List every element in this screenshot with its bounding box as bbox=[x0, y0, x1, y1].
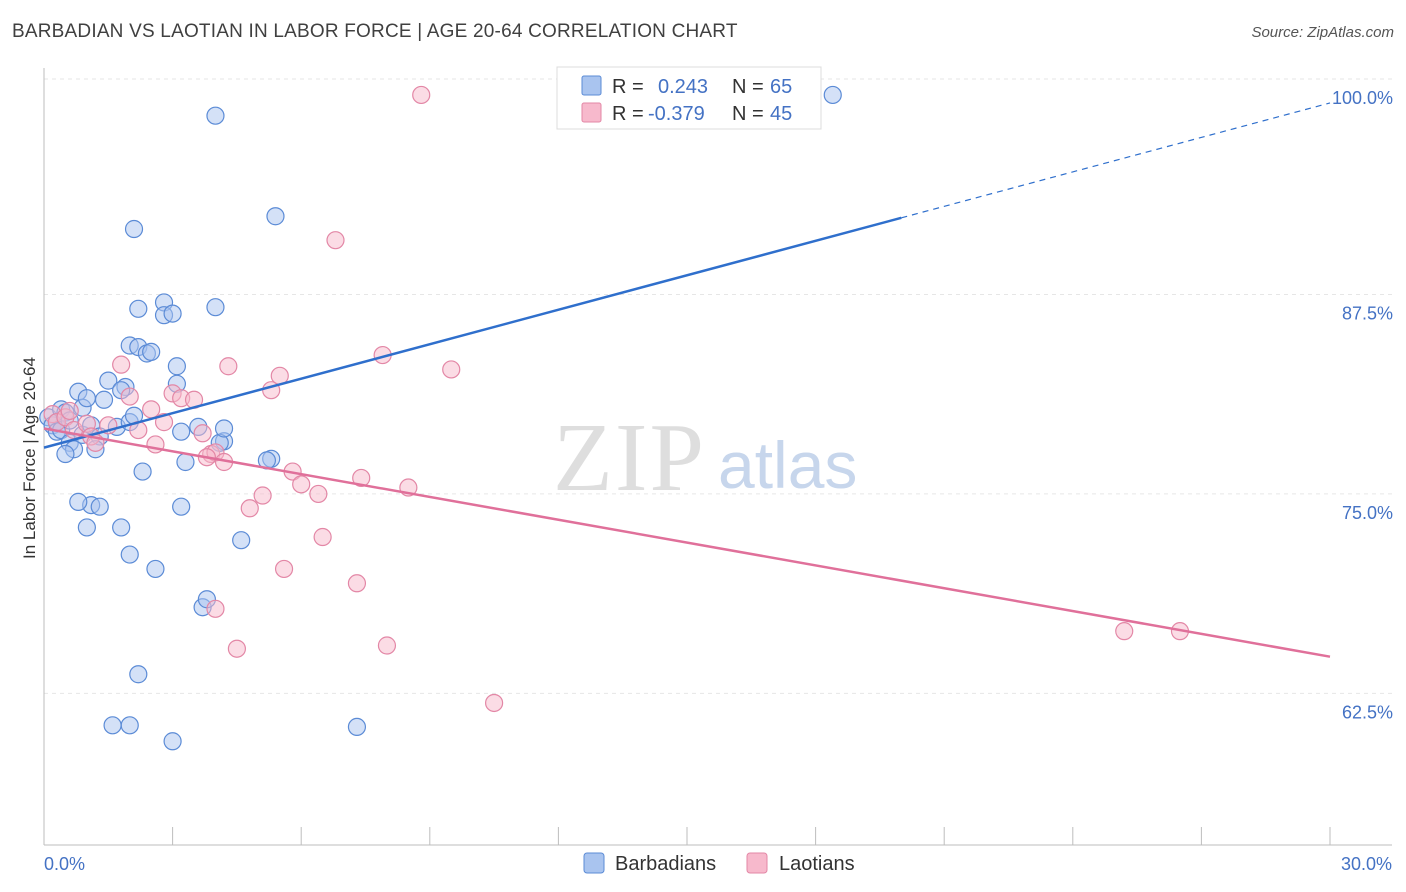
laotian-point-9 bbox=[112, 355, 131, 374]
legend-r-value-barbadians: 0.243 bbox=[658, 76, 708, 98]
legend-bottom-swatch-laotians bbox=[746, 852, 768, 874]
legend-bottom-label-barbadians: Barbadians bbox=[615, 853, 716, 875]
chart-title: BARBADIAN VS LAOTIAN IN LABOR FORCE | AG… bbox=[12, 21, 738, 42]
barbadian-point-23 bbox=[77, 518, 96, 537]
legend-series: Barbadians Laotians bbox=[583, 852, 855, 875]
laotian-point-41 bbox=[412, 85, 431, 105]
barbadian-point-58 bbox=[232, 531, 251, 550]
barbadian-point-21 bbox=[69, 492, 88, 511]
barbadian-point-59 bbox=[266, 207, 285, 226]
x-tick-label-min: 0.0% bbox=[44, 854, 85, 874]
barbadian-point-24 bbox=[112, 518, 131, 537]
legend-r-label-laotians: R = bbox=[612, 103, 644, 125]
laotian-point-32 bbox=[292, 475, 311, 494]
barbadian-point-36 bbox=[129, 299, 148, 318]
y-tick-label-3: 100.0% bbox=[1332, 88, 1393, 108]
barbadian-point-10 bbox=[56, 444, 75, 464]
barbadian-point-13 bbox=[77, 389, 96, 408]
laotian-point-23 bbox=[219, 357, 238, 376]
barbadian-point-22 bbox=[90, 497, 109, 516]
laotian-point-42 bbox=[442, 360, 461, 379]
barbadian-point-34 bbox=[142, 342, 161, 361]
barbadian-point-39 bbox=[163, 304, 182, 323]
series-laotians-points bbox=[43, 85, 1190, 713]
laotian-point-26 bbox=[240, 499, 259, 518]
barbadian-point-54 bbox=[206, 106, 225, 125]
laotian-point-27 bbox=[253, 486, 272, 505]
barbadian-point-49 bbox=[176, 452, 195, 472]
legend-r-value-laotians: -0.379 bbox=[648, 103, 705, 125]
y-tick-label-0: 62.5% bbox=[1342, 702, 1393, 722]
watermark-zip: ZIP bbox=[553, 404, 706, 512]
barbadian-point-32 bbox=[133, 462, 152, 481]
y-tick-label-2: 87.5% bbox=[1342, 303, 1393, 323]
trend-lines bbox=[43, 102, 1331, 658]
laotian-point-10 bbox=[120, 387, 139, 406]
barbadian-point-64 bbox=[823, 85, 842, 105]
legend-bottom-swatch-barbadians bbox=[583, 852, 605, 874]
barbadian-point-42 bbox=[172, 422, 191, 441]
laotian-point-12 bbox=[142, 400, 161, 419]
trend-line-barbadians bbox=[43, 216, 902, 449]
laotian-point-35 bbox=[326, 231, 345, 250]
barbadian-point-45 bbox=[120, 716, 139, 735]
laotian-point-33 bbox=[309, 484, 328, 504]
axes bbox=[43, 68, 1392, 846]
barbadian-point-63 bbox=[347, 717, 367, 737]
barbadian-point-62 bbox=[129, 665, 148, 684]
barbadian-point-44 bbox=[124, 219, 144, 239]
legend-r-label-barbadians: R = bbox=[612, 76, 644, 98]
laotian-point-25 bbox=[227, 639, 246, 658]
grid-lines bbox=[44, 78, 1392, 694]
y-axis-label: In Labor Force | Age 20-64 bbox=[20, 357, 39, 559]
laotian-point-4 bbox=[60, 401, 79, 421]
laotian-point-18 bbox=[193, 424, 212, 443]
legend-n-label-barbadians: N = bbox=[732, 76, 764, 98]
barbadian-point-40 bbox=[167, 357, 186, 376]
barbadian-point-18 bbox=[94, 390, 114, 409]
barbadian-point-19 bbox=[99, 371, 118, 390]
legend-swatch-laotians bbox=[581, 102, 602, 123]
laotian-point-30 bbox=[274, 559, 294, 579]
barbadian-point-43 bbox=[146, 559, 165, 579]
legend-stats: R = 0.243 N = 65 R = -0.379 N = 45 bbox=[556, 66, 822, 130]
legend-n-value-laotians: 45 bbox=[770, 103, 792, 125]
legend-bottom-label-laotians: Laotians bbox=[779, 853, 855, 875]
barbadian-point-46 bbox=[103, 716, 122, 735]
barbadian-point-57 bbox=[214, 419, 234, 438]
x-tick-label-max: 30.0% bbox=[1341, 854, 1392, 874]
laotian-point-24 bbox=[206, 599, 225, 618]
y-tick-labels: 62.5% 75.0% 87.5% 100.0% bbox=[1332, 88, 1393, 722]
source-credit: Source: ZipAtlas.com bbox=[1251, 24, 1394, 41]
laotian-point-43 bbox=[485, 693, 504, 713]
legend-n-value-barbadians: 65 bbox=[770, 76, 792, 98]
laotian-point-37 bbox=[347, 574, 367, 593]
laotian-point-36 bbox=[352, 468, 371, 488]
y-tick-label-1: 75.0% bbox=[1342, 503, 1393, 523]
trend-line-barbadians-extension bbox=[901, 102, 1331, 219]
trend-line-laotians bbox=[43, 427, 1331, 658]
barbadian-point-47 bbox=[163, 732, 182, 751]
barbadian-point-55 bbox=[206, 298, 225, 317]
barbadian-point-35 bbox=[120, 545, 139, 564]
legend-n-label-laotians: N = bbox=[732, 103, 764, 125]
watermark-atlas: atlas bbox=[718, 428, 857, 502]
laotian-point-39 bbox=[377, 636, 397, 655]
laotian-point-34 bbox=[313, 527, 332, 547]
barbadian-point-48 bbox=[172, 497, 191, 516]
watermark: ZIP atlas bbox=[553, 404, 857, 512]
laotian-point-44 bbox=[1115, 622, 1134, 641]
legend-swatch-barbadians bbox=[581, 75, 602, 96]
